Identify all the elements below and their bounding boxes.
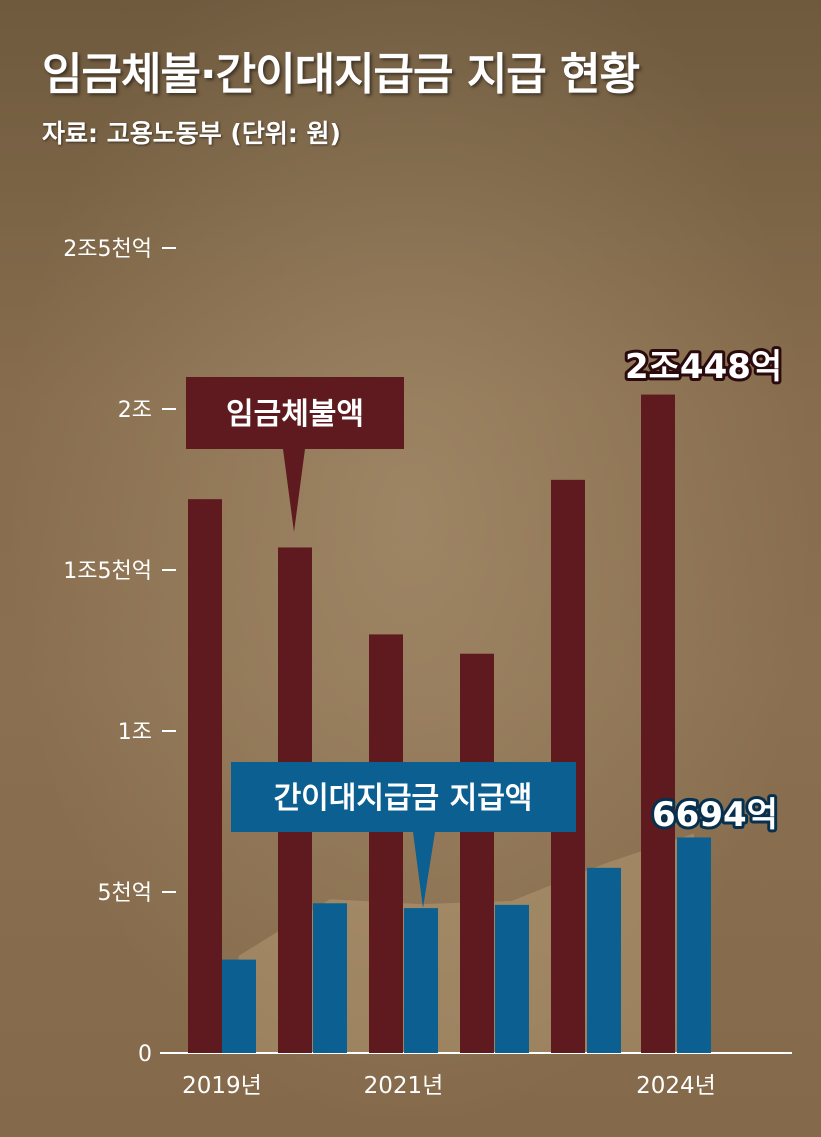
y-tick-label: 5천억 — [98, 881, 152, 906]
chart-source: 자료: 고용노동부 (단위: 원) — [42, 119, 341, 148]
legend-wage-pointer — [283, 449, 305, 532]
bar-wage-2022 — [460, 653, 494, 1053]
legend-payment-label: 간이대지급금 지급액 — [274, 781, 533, 816]
bar-payment-2021 — [404, 908, 438, 1053]
y-tick-label: 0 — [138, 1042, 152, 1067]
legend-wage-callout: 임금체불액 — [186, 377, 404, 532]
legend-wage-box — [186, 377, 404, 449]
y-tick-label: 2조5천억 — [63, 237, 152, 262]
x-tick-label: 2019년 — [182, 1073, 262, 1099]
y-tick-label: 1조5천억 — [63, 559, 152, 584]
bar-payment-2019 — [222, 959, 256, 1053]
y-tick-label: 2조 — [118, 398, 152, 423]
bar-payment-2024 — [677, 837, 711, 1053]
x-tick-label: 2024년 — [636, 1073, 716, 1099]
bar-wage-2024 — [641, 394, 675, 1053]
bar-wage-2019 — [188, 499, 222, 1053]
bar-payment-2022 — [495, 904, 529, 1053]
annotation-payment-2024: 6694억 — [652, 795, 778, 835]
chart-title: 임금체불·간이대지급금 지급 현황 — [42, 49, 640, 100]
legend-wage-label: 임금체불액 — [226, 397, 364, 432]
x-tick-label: 2021년 — [364, 1073, 444, 1099]
annotation-wage-2024: 2조448억 — [625, 347, 782, 387]
y-tick-label: 1조 — [118, 720, 152, 745]
bar-payment-2020 — [313, 903, 347, 1053]
legend-payment-pointer — [413, 832, 435, 908]
bar-wage-2021 — [369, 634, 403, 1053]
legend-payment-box — [231, 762, 576, 832]
legend-payment-callout: 간이대지급금 지급액 — [231, 762, 576, 908]
bar-payment-2023 — [587, 867, 621, 1053]
